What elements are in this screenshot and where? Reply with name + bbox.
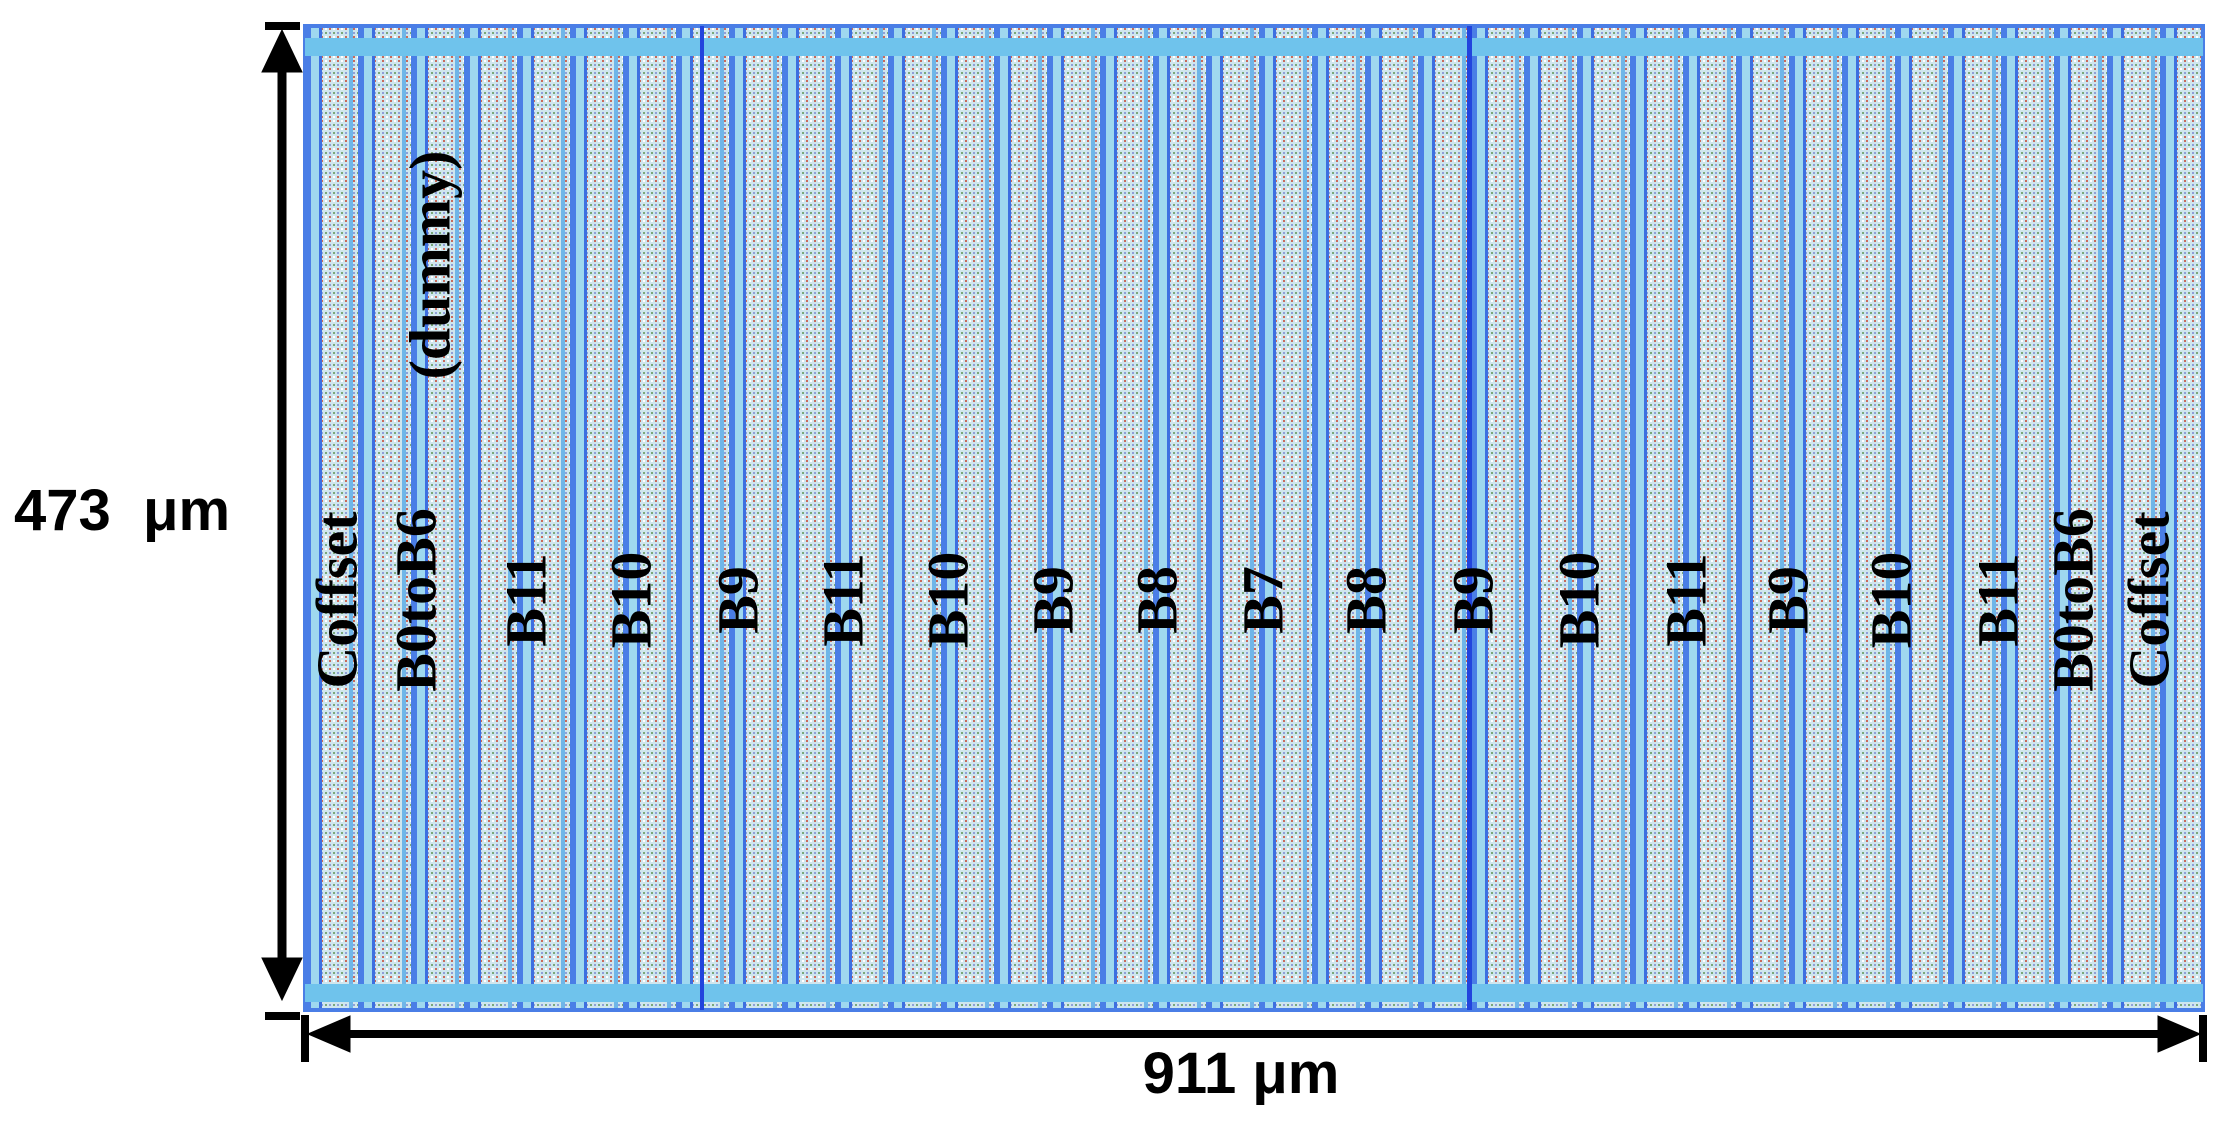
column-label: B11 (1965, 553, 2030, 647)
column-label: B0toB6 (2040, 508, 2105, 692)
column-label: B9 (1440, 566, 1505, 634)
column-label: B7 (1230, 566, 1295, 634)
height-label: 473 μm (14, 478, 230, 543)
column-label: B10 (1546, 552, 1611, 649)
column-label: Coffset (2116, 511, 2181, 689)
column-label: B10 (1858, 552, 1923, 649)
column-label: B8 (1124, 566, 1189, 634)
column-label: B9 (1755, 566, 1820, 634)
height-arrow (261, 22, 303, 1020)
column-label: B10 (598, 552, 663, 649)
dummy-note: (dummy) (397, 151, 462, 380)
column-label: B0toB6 (383, 508, 448, 692)
column-label: B11 (1653, 553, 1718, 647)
column-label: B8 (1333, 566, 1398, 634)
width-label: 911 μm (1143, 1041, 1340, 1106)
column-label: B9 (705, 566, 770, 634)
column-label: B9 (1020, 566, 1085, 634)
column-label: B11 (493, 553, 558, 647)
column-label: B10 (915, 552, 980, 649)
column-label: B11 (810, 553, 875, 647)
chip-layout (303, 24, 2205, 1012)
column-label: Coffset (304, 511, 369, 689)
width-arrow (301, 1015, 2207, 1062)
